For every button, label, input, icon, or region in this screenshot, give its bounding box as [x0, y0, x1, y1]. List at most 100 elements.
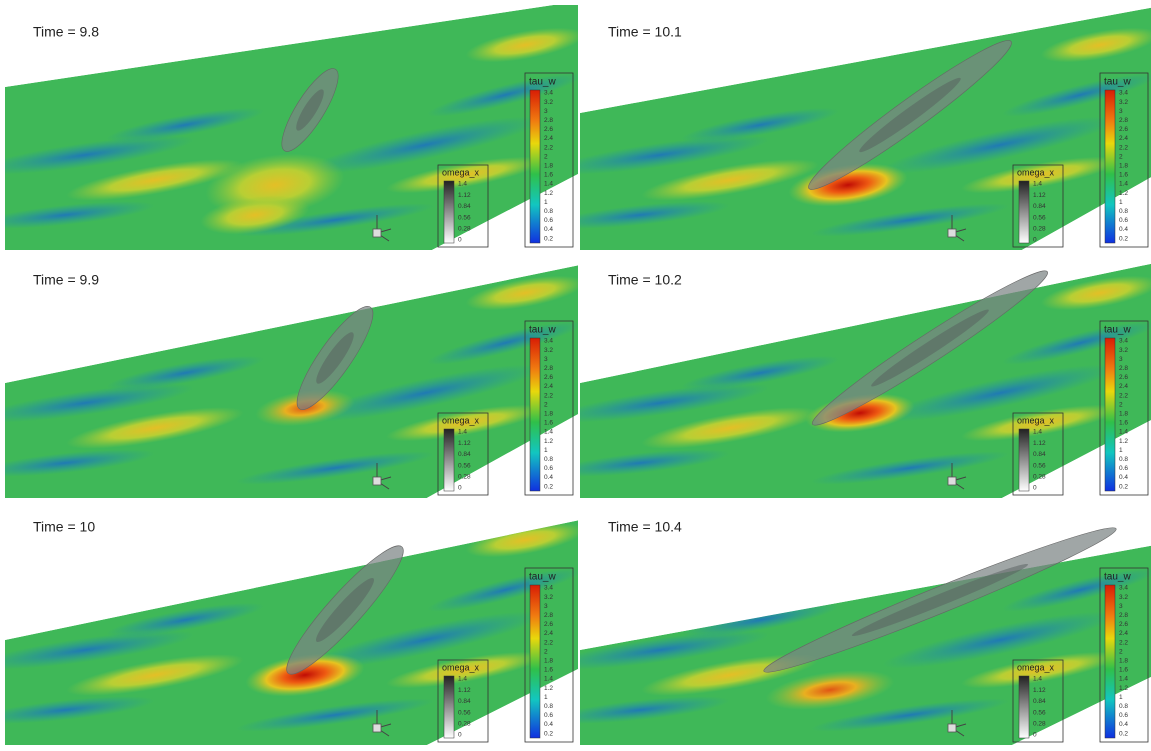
- legend-label: 2: [544, 648, 548, 655]
- legend-title: tau_w: [1104, 77, 1131, 88]
- legend-label: 3: [544, 603, 548, 610]
- triad-box: [373, 229, 381, 237]
- legend-label: 0: [1033, 485, 1037, 492]
- legend-label: 2: [1119, 401, 1123, 408]
- legend-label: 0.2: [544, 483, 553, 490]
- legend-label: 2.4: [544, 135, 553, 142]
- legend-label: 2.2: [1119, 392, 1128, 399]
- legend-label: 0.8: [544, 703, 553, 710]
- legend-bar: [1105, 338, 1115, 491]
- panel-content: Time = 10.1omega_x1.41.120.840.560.280ta…: [549, 5, 1151, 251]
- legend-label: 3.4: [544, 90, 553, 97]
- legend-label: 2.4: [1119, 383, 1128, 390]
- panel-title: Time = 10.1: [608, 24, 682, 40]
- legend-label: 0.6: [544, 465, 553, 472]
- legend-bar: [530, 338, 540, 491]
- legend-label: 2.8: [544, 612, 553, 619]
- panel-content: Time = 10.2omega_x1.41.120.840.560.280ta…: [549, 253, 1151, 499]
- legend-label: 2.6: [1119, 126, 1128, 133]
- legend-label: 1.12: [1033, 687, 1046, 694]
- legend-label: 0.84: [1033, 203, 1046, 210]
- legend-label: 2.6: [544, 126, 553, 133]
- legend-label: 0.84: [458, 698, 471, 705]
- legend-label: 1.4: [544, 429, 553, 436]
- panel: Time = 10omega_x1.41.120.840.560.280tau_…: [0, 500, 587, 746]
- panel-title: Time = 10.2: [608, 272, 682, 288]
- legend-label: 3: [1119, 108, 1123, 115]
- legend-label: 1.4: [458, 676, 467, 683]
- legend-label: 3.2: [544, 347, 553, 354]
- panel-content: Time = 10omega_x1.41.120.840.560.280tau_…: [0, 500, 587, 746]
- legend-label: 2.6: [1119, 621, 1128, 628]
- legend-bar: [444, 181, 454, 243]
- legend-label: 1.8: [544, 658, 553, 665]
- panel-title: Time = 9.9: [33, 272, 99, 288]
- legend-title: tau_w: [1104, 572, 1131, 583]
- legend-label: 1.12: [458, 687, 471, 694]
- legend-label: 1.4: [1033, 181, 1042, 188]
- legend-label: 0.2: [1119, 730, 1128, 737]
- legend-bar: [1019, 181, 1029, 243]
- legend-label: 1: [544, 199, 548, 206]
- legend-label: 3: [544, 356, 548, 363]
- legend-label: 1.6: [1119, 667, 1128, 674]
- legend-label: 1.4: [1033, 429, 1042, 436]
- legend-label: 3.2: [1119, 99, 1128, 106]
- legend-title: tau_w: [1104, 325, 1131, 336]
- legend-label: 0.28: [458, 721, 471, 728]
- legend-title: tau_w: [529, 572, 556, 583]
- panel-content: Time = 9.8omega_x1.41.120.840.560.280tau…: [0, 1, 587, 251]
- legend-label: 3.2: [1119, 347, 1128, 354]
- legend-title: omega_x: [1017, 415, 1055, 425]
- legend-label: 0.2: [544, 235, 553, 242]
- legend-label: 2.8: [1119, 117, 1128, 124]
- legend-title: tau_w: [529, 77, 556, 88]
- legend-label: 0.4: [544, 474, 553, 481]
- legend-label: 1: [1119, 694, 1123, 701]
- legend-label: 0: [1033, 237, 1037, 244]
- legend-label: 1.6: [1119, 172, 1128, 179]
- legend-label: 1.6: [544, 172, 553, 179]
- legend-label: 1.8: [544, 163, 553, 170]
- legend-label: 1: [1119, 447, 1123, 454]
- legend-label: 1.12: [458, 440, 471, 447]
- legend-title: omega_x: [1017, 662, 1055, 672]
- legend-bar: [444, 676, 454, 738]
- legend-label: 1.4: [544, 676, 553, 683]
- legend-label: 0.8: [544, 456, 553, 463]
- legend-label: 3.4: [1119, 338, 1128, 345]
- legend-label: 2.4: [544, 630, 553, 637]
- legend-label: 2: [544, 153, 548, 160]
- legend-label: 0: [458, 237, 462, 244]
- legend-label: 1.8: [1119, 658, 1128, 665]
- legend-label: 0.28: [458, 474, 471, 481]
- legend-bar: [1105, 585, 1115, 738]
- legend-label: 1: [1119, 199, 1123, 206]
- legend-title: omega_x: [442, 167, 480, 177]
- legend-label: 0.56: [458, 462, 471, 469]
- legend-label: 3: [544, 108, 548, 115]
- triad-box: [948, 229, 956, 237]
- legend-label: 1.6: [544, 420, 553, 427]
- legend-label: 2.4: [1119, 135, 1128, 142]
- panel-title: Time = 9.8: [33, 24, 99, 40]
- legend-label: 0.4: [544, 721, 553, 728]
- legend-label: 0.56: [1033, 462, 1046, 469]
- legend-label: 2.8: [1119, 612, 1128, 619]
- legend-label: 1.4: [458, 429, 467, 436]
- legend-label: 2.8: [544, 117, 553, 124]
- legend-bar: [1019, 429, 1029, 491]
- legend-title: tau_w: [529, 325, 556, 336]
- figure: Time = 9.8 omega_x 1.4 1.12 0.84 0.56 0.28 0 tau…: [0, 0, 1151, 746]
- legend-label: 1.8: [1119, 411, 1128, 418]
- legend-label: 0: [458, 485, 462, 492]
- legend-label: 0.28: [1033, 226, 1046, 233]
- legend-label: 0: [1033, 732, 1037, 739]
- legend-label: 1.12: [458, 192, 471, 199]
- panel-title: Time = 10.4: [608, 519, 682, 535]
- legend-label: 3.4: [544, 585, 553, 592]
- legend-label: 1.2: [544, 685, 553, 692]
- legend-label: 0.4: [1119, 721, 1128, 728]
- panel: Time = 10.4omega_x1.41.120.840.560.280ta…: [549, 500, 1151, 746]
- legend-label: 1.4: [1119, 676, 1128, 683]
